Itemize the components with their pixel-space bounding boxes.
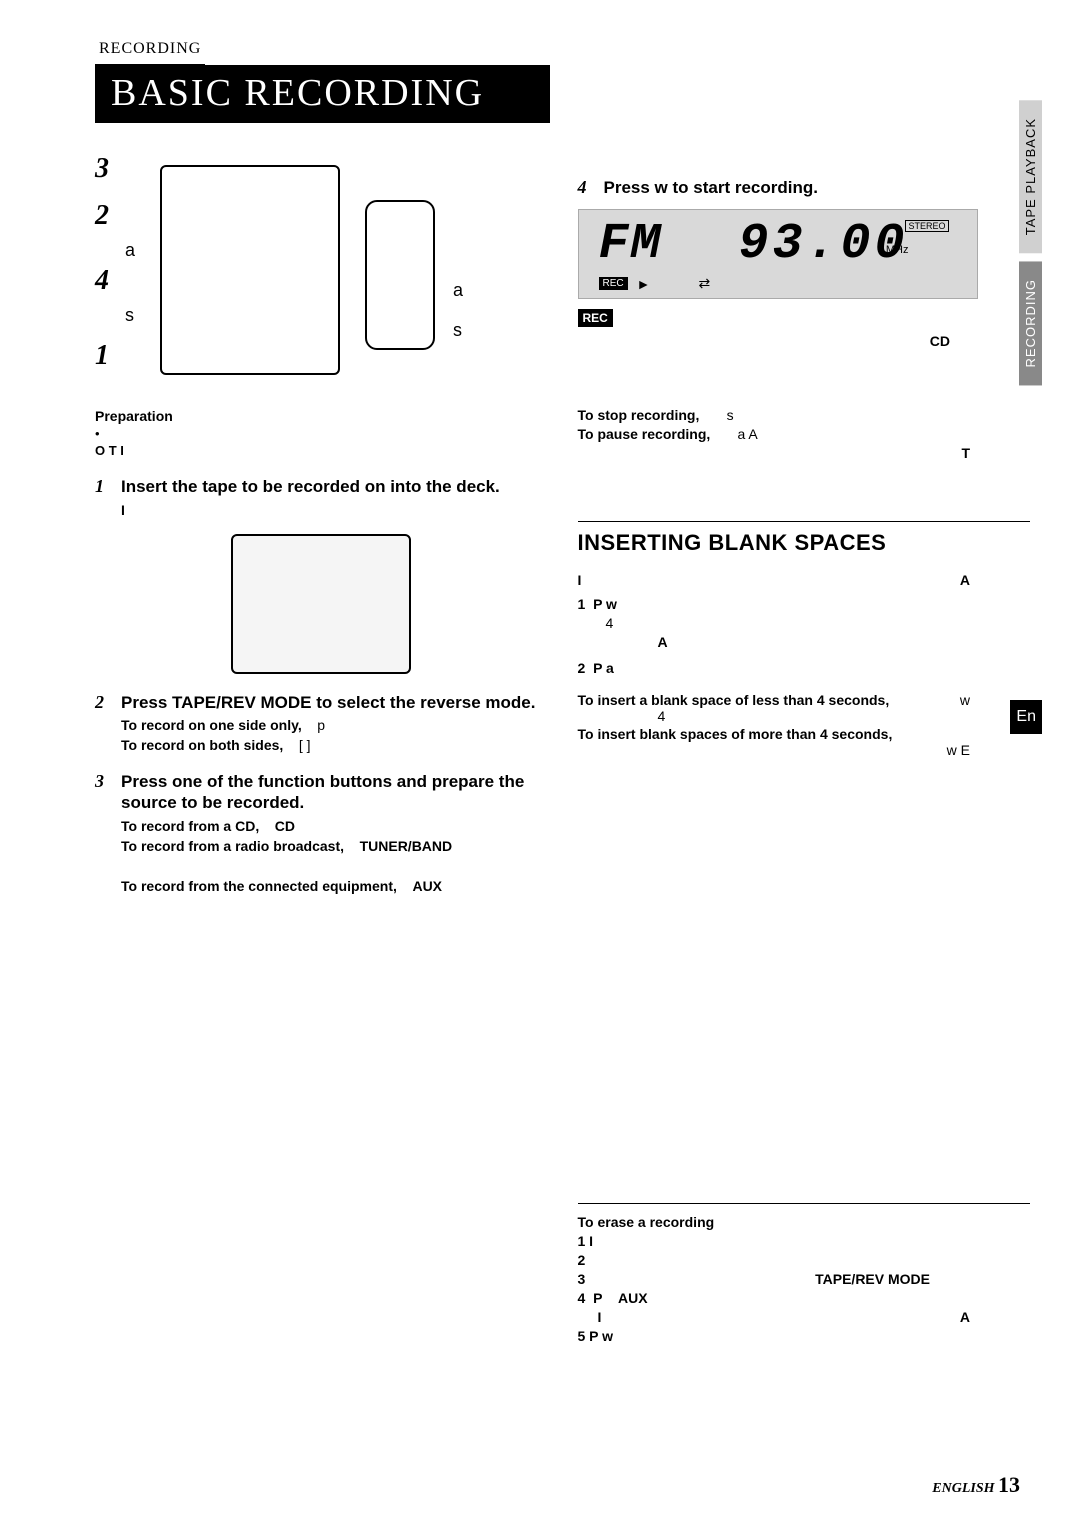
loop-icon: ⇄ bbox=[699, 275, 711, 292]
preparation-heading: Preparation bbox=[95, 408, 548, 424]
step-2-number: 2 bbox=[95, 692, 113, 714]
erase-2: 2 bbox=[578, 1252, 1031, 1268]
display-freq: 93.00 bbox=[739, 216, 909, 273]
page-footer: ENGLISH 13 bbox=[932, 1472, 1020, 1498]
stereo-unit-illustration bbox=[160, 165, 340, 375]
pause-tail: T bbox=[578, 445, 1031, 461]
inserting-blank-spaces-title: INSERTING BLANK SPACES bbox=[578, 530, 1031, 556]
remote-illustration bbox=[365, 200, 435, 350]
step-3-line-3: To record from the connected equipment, … bbox=[121, 878, 548, 894]
rec-label: REC bbox=[578, 309, 613, 327]
display-band: FM bbox=[599, 216, 663, 273]
blanks-less-than-4: To insert a blank space of less than 4 s… bbox=[578, 692, 1031, 724]
blanks-more-sub: w E bbox=[578, 742, 1031, 758]
right-column: 4 Press w to start recording. FM 93.00 M… bbox=[578, 177, 1031, 1347]
callout-s2: s bbox=[453, 320, 462, 341]
step-3-line-1: To record from a CD, CD bbox=[121, 818, 548, 834]
callout-1: 1 bbox=[95, 340, 109, 372]
step-1-sub: I bbox=[121, 502, 548, 518]
step-3-blank bbox=[121, 858, 548, 874]
blanks-more-than-4: To insert blank spaces of more than 4 se… bbox=[578, 726, 1031, 742]
step-1-text: Insert the tape to be recorded on into t… bbox=[121, 476, 500, 498]
callout-4: 4 bbox=[95, 265, 109, 297]
rec-indicator: REC bbox=[599, 277, 628, 290]
step-4-number: 4 bbox=[578, 177, 596, 199]
stereo-indicator: STEREO bbox=[905, 220, 948, 232]
prep-line: O T I bbox=[95, 443, 548, 458]
cd-label: CD bbox=[578, 333, 951, 349]
step-3-number: 3 bbox=[95, 771, 113, 814]
callout-2: 2 bbox=[95, 200, 109, 232]
callout-a2: a bbox=[453, 280, 463, 301]
callout-s: s bbox=[125, 305, 134, 326]
play-icon: ► bbox=[637, 276, 651, 292]
section-divider bbox=[578, 521, 1031, 522]
breadcrumb: RECORDING bbox=[95, 40, 1030, 58]
tab-tape-playback[interactable]: TAPE PLAYBACK bbox=[1019, 100, 1042, 253]
prep-bullet: • bbox=[95, 426, 548, 441]
step-2-line-1: To record on one side only, p bbox=[121, 717, 548, 733]
erase-section: To erase a recording 1 I 2 3 TAPE/REV MO… bbox=[578, 1203, 1031, 1344]
step-4-text: Press w to start recording. bbox=[604, 177, 818, 199]
display-unit: MHz bbox=[886, 244, 909, 256]
step-3-text: Press one of the function buttons and pr… bbox=[121, 771, 548, 814]
erase-4b: I A bbox=[578, 1309, 1031, 1325]
blanks-step-1-sub: 4 bbox=[578, 615, 1031, 631]
tape-deck-illustration bbox=[231, 534, 411, 674]
step-2-line-2: To record on both sides, [ ] bbox=[121, 737, 548, 753]
lcd-display: FM 93.00 MHz STEREO REC ► ⇄ bbox=[578, 209, 978, 299]
stereo-diagram: 3 2 a 4 s 1 a s bbox=[95, 145, 495, 390]
step-2-text: Press TAPE/REV MODE to select the revers… bbox=[121, 692, 535, 714]
erase-3: 3 TAPE/REV MODE bbox=[578, 1271, 1031, 1287]
callout-3: 3 bbox=[95, 153, 109, 185]
erase-5: 5 P w bbox=[578, 1328, 1031, 1344]
erase-1: 1 I bbox=[578, 1233, 1031, 1249]
step-3-line-2: To record from a radio broadcast, TUNER/… bbox=[121, 838, 548, 854]
erase-4: 4 P AUX bbox=[578, 1290, 1031, 1306]
pause-recording: To pause recording, a A bbox=[578, 426, 1031, 442]
blanks-step-1-sub2: A bbox=[578, 634, 1031, 650]
stop-recording: To stop recording, s bbox=[578, 407, 1031, 423]
step-1-number: 1 bbox=[95, 476, 113, 498]
page-title: BASIC RECORDING bbox=[95, 65, 550, 123]
side-tabs: TAPE PLAYBACK RECORDING bbox=[1019, 100, 1042, 386]
blanks-intro: I A bbox=[578, 572, 1031, 588]
blanks-step-2: 2 P a bbox=[578, 660, 1031, 676]
left-column: 3 2 a 4 s 1 a s Preparation • O T I 1 In… bbox=[95, 135, 548, 1347]
tab-recording[interactable]: RECORDING bbox=[1019, 261, 1042, 385]
tab-language-en[interactable]: En bbox=[1010, 700, 1042, 734]
erase-title: To erase a recording bbox=[578, 1214, 715, 1230]
blanks-step-1: 1 P w bbox=[578, 596, 1031, 612]
callout-a: a bbox=[125, 240, 135, 261]
